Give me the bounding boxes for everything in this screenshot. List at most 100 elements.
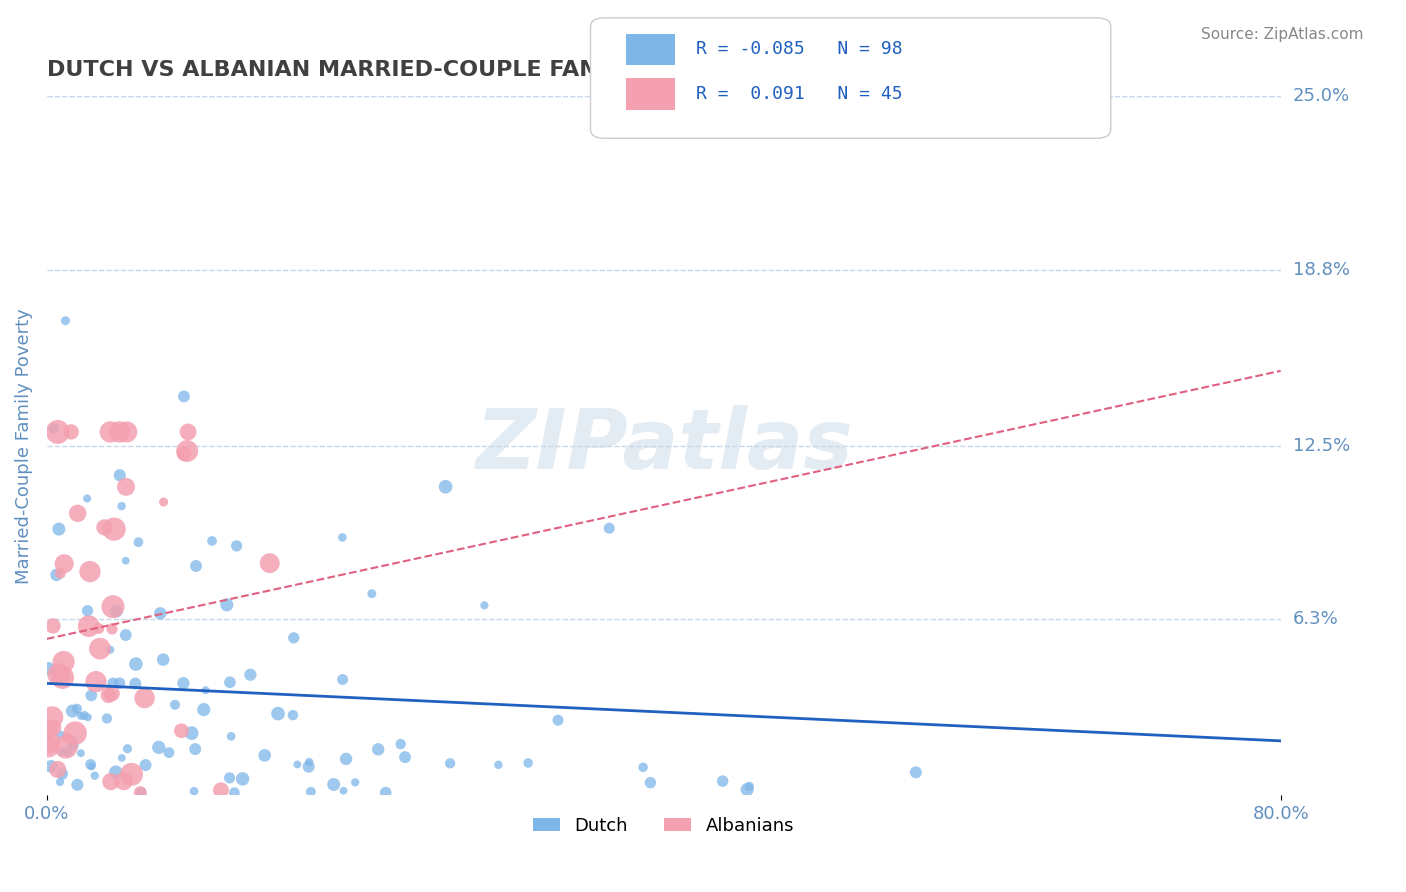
Point: [439, 756, 461, 771]
Point: [49, 728, 72, 742]
Point: [62, 738, 84, 752]
Point: [129, 786, 152, 800]
Point: [184, 742, 207, 756]
Point: [193, 702, 215, 716]
Point: [49, 566, 72, 581]
Point: [332, 783, 354, 797]
Point: [148, 740, 170, 755]
Point: [70, 709, 93, 723]
Y-axis label: Married-Couple Family Poverty: Married-Couple Family Poverty: [15, 308, 32, 583]
Point: [209, 783, 232, 797]
Point: [110, 499, 132, 513]
Point: [83, 769, 105, 783]
Point: [322, 777, 344, 791]
Point: [177, 425, 200, 439]
Point: [394, 750, 416, 764]
Point: [134, 691, 156, 706]
Point: [173, 447, 195, 461]
Point: [121, 767, 143, 781]
Point: [738, 780, 761, 794]
Point: [108, 676, 131, 690]
Point: [96, 711, 118, 725]
Point: [76, 491, 98, 506]
Point: [152, 652, 174, 666]
Point: [79, 757, 101, 772]
Point: [124, 676, 146, 690]
Point: [149, 607, 172, 621]
Text: DUTCH VS ALBANIAN MARRIED-COUPLE FAMILY POVERTY CORRELATION CHART: DUTCH VS ALBANIAN MARRIED-COUPLE FAMILY …: [46, 60, 1032, 79]
Point: [224, 786, 246, 800]
Point: [55, 739, 77, 754]
Point: [37, 739, 59, 754]
Point: [80, 689, 103, 703]
Point: [129, 785, 152, 799]
Point: [194, 683, 217, 698]
Point: [101, 676, 124, 690]
Point: [98, 425, 121, 439]
Point: [598, 521, 620, 535]
Point: [117, 741, 139, 756]
Point: [344, 775, 367, 789]
Point: [517, 756, 540, 770]
Point: [114, 628, 136, 642]
Point: [259, 556, 281, 570]
Point: [114, 554, 136, 568]
Point: [37, 735, 59, 749]
Point: [215, 598, 238, 612]
Point: [76, 710, 98, 724]
Point: [62, 704, 84, 718]
Point: [52, 655, 75, 669]
Point: [157, 746, 180, 760]
Point: [180, 726, 202, 740]
Point: [76, 604, 98, 618]
Point: [127, 535, 149, 549]
Point: [201, 533, 224, 548]
Point: [281, 708, 304, 723]
Point: [80, 759, 103, 773]
Point: [46, 763, 69, 777]
Point: [48, 667, 70, 681]
Text: R =  0.091   N = 45: R = 0.091 N = 45: [696, 85, 903, 103]
Point: [735, 782, 758, 797]
Point: [360, 587, 382, 601]
Point: [101, 599, 124, 614]
Point: [115, 480, 138, 494]
Point: [51, 767, 73, 781]
Point: [374, 786, 396, 800]
Point: [389, 737, 412, 751]
Point: [640, 775, 662, 789]
Point: [56, 745, 79, 759]
Text: ZIPatlas: ZIPatlas: [475, 406, 852, 486]
Point: [79, 565, 101, 579]
Text: Source: ZipAtlas.com: Source: ZipAtlas.com: [1201, 27, 1364, 42]
Point: [60, 425, 83, 439]
Point: [56, 731, 79, 745]
Point: [547, 713, 569, 727]
Point: [135, 758, 157, 772]
Point: [218, 771, 240, 785]
Point: [66, 778, 89, 792]
Text: 6.3%: 6.3%: [1294, 610, 1339, 628]
Point: [37, 723, 59, 737]
Point: [173, 389, 195, 403]
Point: [111, 751, 134, 765]
Point: [49, 775, 72, 789]
Point: [298, 760, 321, 774]
Point: [87, 622, 110, 636]
Point: [711, 774, 734, 789]
Point: [904, 765, 927, 780]
Point: [183, 784, 205, 798]
Point: [37, 662, 59, 676]
Point: [104, 765, 127, 780]
Text: 18.8%: 18.8%: [1294, 260, 1350, 279]
Point: [66, 506, 89, 520]
Point: [60, 733, 83, 747]
Point: [225, 539, 247, 553]
Legend: Dutch, Albanians: Dutch, Albanians: [526, 810, 801, 842]
Point: [434, 480, 457, 494]
Point: [163, 698, 186, 712]
Point: [239, 667, 262, 681]
Point: [70, 746, 93, 760]
Point: [335, 752, 357, 766]
Point: [89, 641, 111, 656]
